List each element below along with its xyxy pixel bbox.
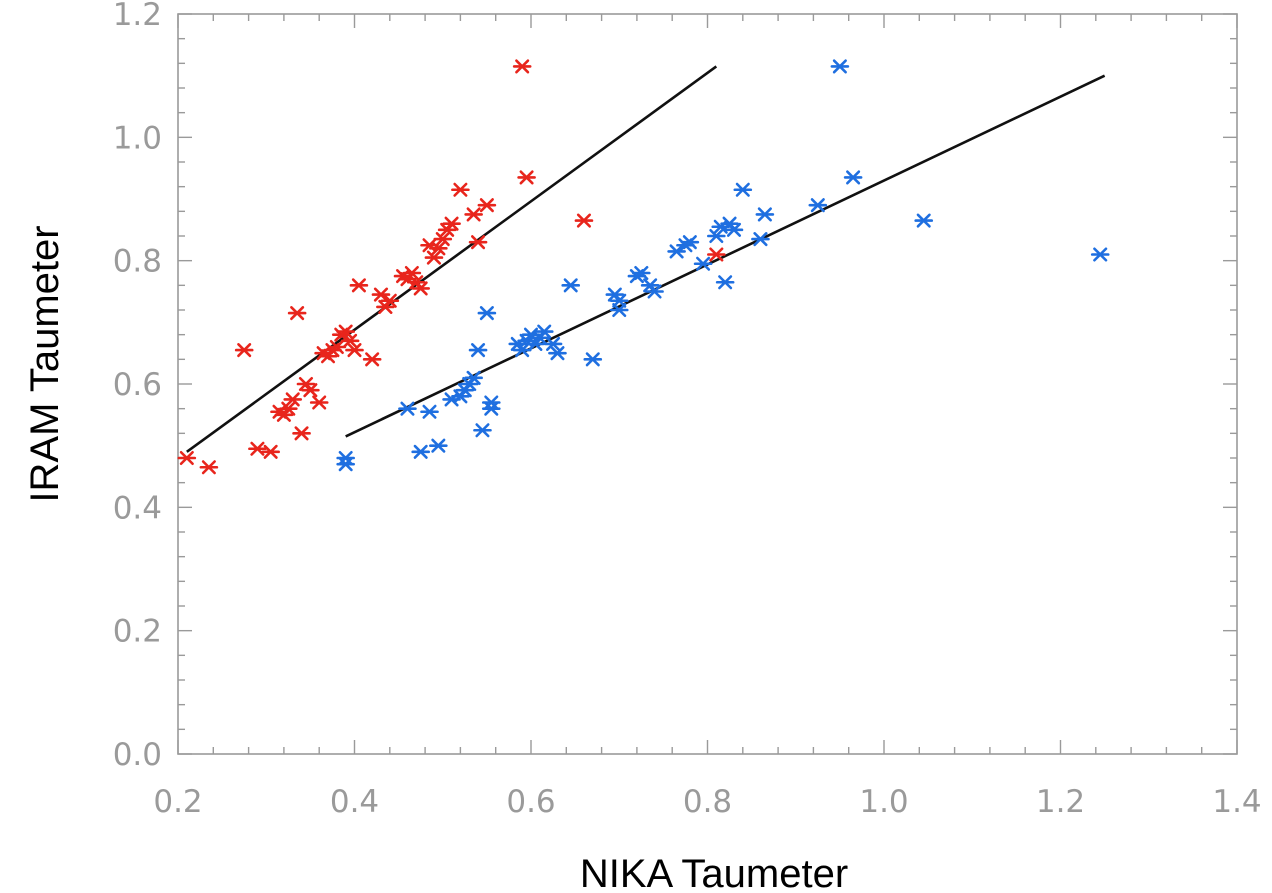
data-point [371,287,391,302]
x-tick-labels: 0.2 0.4 0.6 0.8 1.0 1.2 1.4 [153,784,1261,820]
data-point [340,333,360,348]
data-point [424,250,444,265]
x-tick-label: 1.0 [859,784,908,820]
y-tick-label: 0.6 [113,367,162,403]
data-point [411,281,430,296]
data-point [667,244,686,259]
data-point [512,59,532,74]
data-point [645,284,664,299]
y-tick-label: 0.4 [113,490,162,526]
data-point [327,339,347,355]
data-point [693,256,713,271]
data-point [292,426,311,441]
data-point [248,441,267,456]
data-point [473,423,492,438]
data-point [1090,247,1110,262]
data-point [309,395,329,410]
data-point [477,198,497,213]
y-tick-label: 0.0 [113,737,162,773]
data-point [724,222,744,237]
data-point [429,438,448,453]
data-point [402,265,422,281]
data-point [287,306,307,321]
fit-line [186,65,718,453]
data-point [380,293,400,308]
data-point [914,213,934,228]
data-point [301,383,320,398]
data-point [715,275,735,290]
y-axis-title: IRAM Taumeter [23,225,67,502]
data-point [279,401,298,416]
data-point [420,404,439,419]
data-point [477,306,497,321]
x-tick-label: 0.2 [153,784,202,820]
y-tick-labels: 0.0 0.2 0.4 0.6 0.8 1.0 1.2 [113,0,162,773]
data-point [574,213,594,228]
data-point [548,346,567,361]
data-point [261,444,280,459]
data-point [517,170,536,185]
data-point [234,343,254,358]
data-point [543,336,563,351]
data-point [468,343,488,358]
fit-line [345,74,1106,438]
data-point [336,450,355,466]
data-point [707,228,726,244]
data-point [345,343,364,358]
y-tick-label: 0.2 [113,614,162,650]
data-point [464,207,483,222]
x-tick-label: 0.6 [506,784,555,820]
data-point [561,278,581,293]
data-point [468,235,488,250]
data-point [451,182,470,197]
data-point [442,216,461,231]
data-point [632,265,651,281]
data-point [199,460,219,475]
x-tick-label: 0.4 [330,784,379,820]
data-point [751,232,770,247]
x-tick-label: 0.8 [683,784,732,820]
data-point [336,324,355,339]
data-point [830,59,850,74]
data-point [411,444,430,459]
data-point [362,352,382,367]
data-point [429,241,448,256]
data-point [680,235,700,250]
data-point [707,247,726,262]
data-point [398,401,417,416]
data-point [755,207,775,222]
data-point [283,392,303,407]
data-point [843,170,863,185]
y-tick-label: 0.8 [113,244,162,280]
x-tick-label: 1.4 [1212,784,1261,820]
fit-lines [186,65,1106,453]
data-point [534,324,554,339]
x-tick-label: 1.2 [1036,784,1085,820]
data-point [808,198,828,213]
data-point [481,395,501,410]
data-point [433,232,453,247]
data-points [177,59,1110,475]
data-point [733,182,753,197]
data-point [177,450,197,466]
data-point [512,343,532,358]
y-tick-label: 1.2 [113,0,162,33]
plot-frame [177,13,1238,755]
axis-ticks [177,13,1238,755]
data-point [349,278,369,293]
y-tick-label: 1.0 [113,120,162,156]
data-point [464,370,483,385]
x-axis-title: NIKA Taumeter [580,852,848,893]
data-point [609,302,629,318]
data-point [583,352,603,367]
